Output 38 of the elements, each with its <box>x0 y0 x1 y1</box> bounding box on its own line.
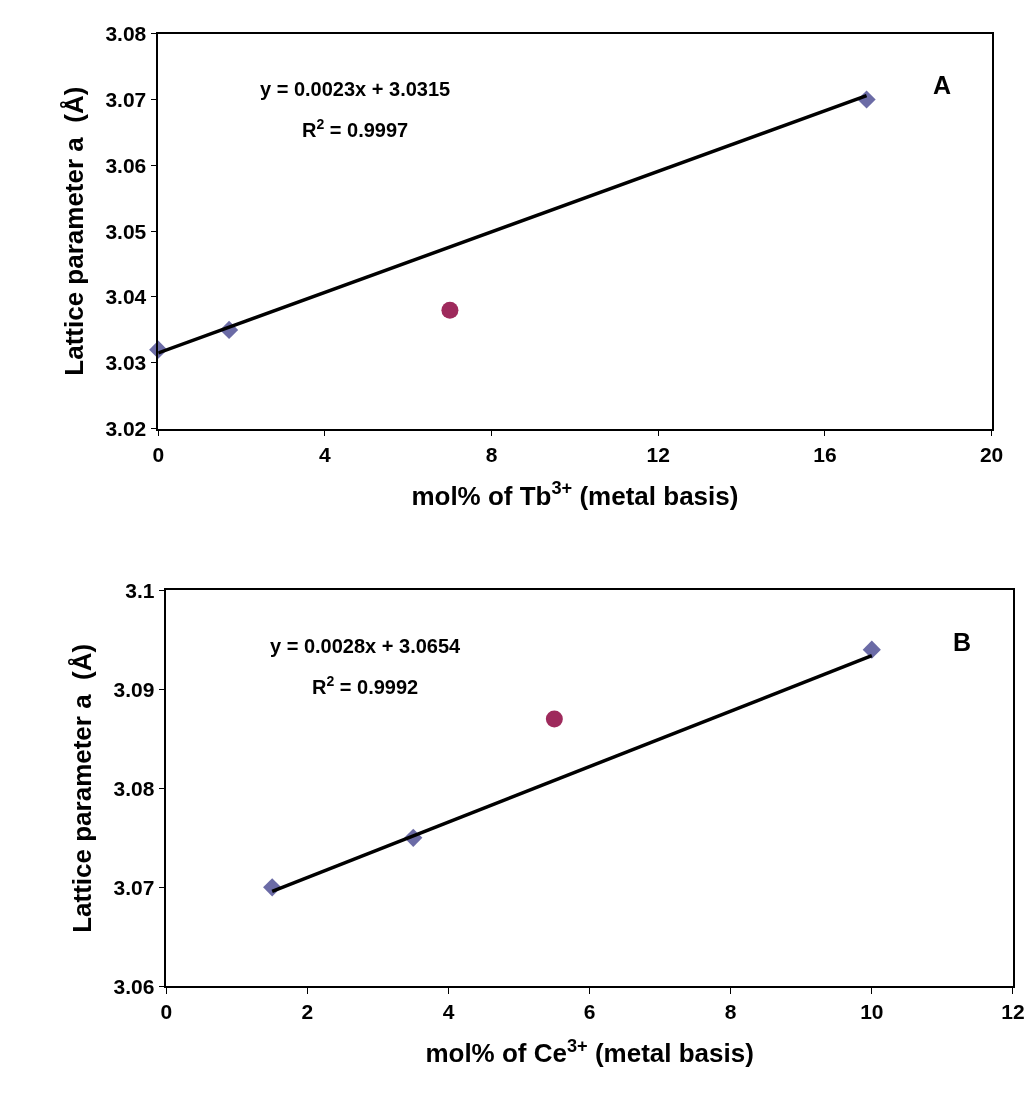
x-tick-label: 0 <box>160 1000 173 1024</box>
x-tick-label: 10 <box>860 1000 884 1024</box>
x-tick-label: 12 <box>1001 1000 1025 1024</box>
annotation: A <box>933 71 952 99</box>
y-tick-label: 3.06 <box>113 974 155 998</box>
y-tick-label: 3.05 <box>105 219 147 243</box>
y-tick-label: 3.09 <box>113 677 155 701</box>
point <box>545 710 563 728</box>
y-tick-label: 3.03 <box>105 351 147 375</box>
x-tick-label: 4 <box>442 1000 455 1024</box>
annotation: B <box>953 628 972 656</box>
y-tick-label: 3.08 <box>113 776 155 800</box>
annotation: y = 0.0023x + 3.0315 <box>260 78 451 100</box>
y-tick-label: 3.04 <box>105 285 147 309</box>
y-axis-title: Lattice parameter a (Å) <box>59 86 90 376</box>
x-tick-label: 16 <box>813 442 837 466</box>
annotation: R$^{2}$ = 0.9992 <box>312 673 419 699</box>
y-axis-title: Lattice parameter a (Å) <box>67 643 98 933</box>
x-tick-label: 8 <box>485 442 498 466</box>
x-tick-label: 8 <box>724 1000 737 1024</box>
annotation: y = 0.0028x + 3.0654 <box>270 635 462 657</box>
x-tick-label: 2 <box>301 1000 314 1024</box>
y-tick-label: 3.07 <box>105 87 147 111</box>
y-tick-label: 3.02 <box>105 416 147 440</box>
x-tick-label: 0 <box>152 442 165 466</box>
x-tick-label: 4 <box>319 442 332 466</box>
x-axis-title: mol% of Ce$^{3+}$ (metal basis) <box>425 1035 754 1069</box>
point <box>862 640 881 659</box>
y-tick-label: 3.07 <box>113 875 155 899</box>
x-axis-title: mol% of Tb$^{3+}$ (metal basis) <box>411 477 739 511</box>
point <box>441 301 459 319</box>
y-tick-label: 3.08 <box>105 22 147 46</box>
x-tick-label: 6 <box>583 1000 596 1024</box>
annotation: R$^{2}$ = 0.9997 <box>302 116 409 142</box>
x-tick-label: 20 <box>979 442 1004 466</box>
y-tick-label: 3.1 <box>125 578 155 602</box>
y-tick-label: 3.06 <box>105 153 147 177</box>
x-tick-label: 12 <box>646 442 670 466</box>
